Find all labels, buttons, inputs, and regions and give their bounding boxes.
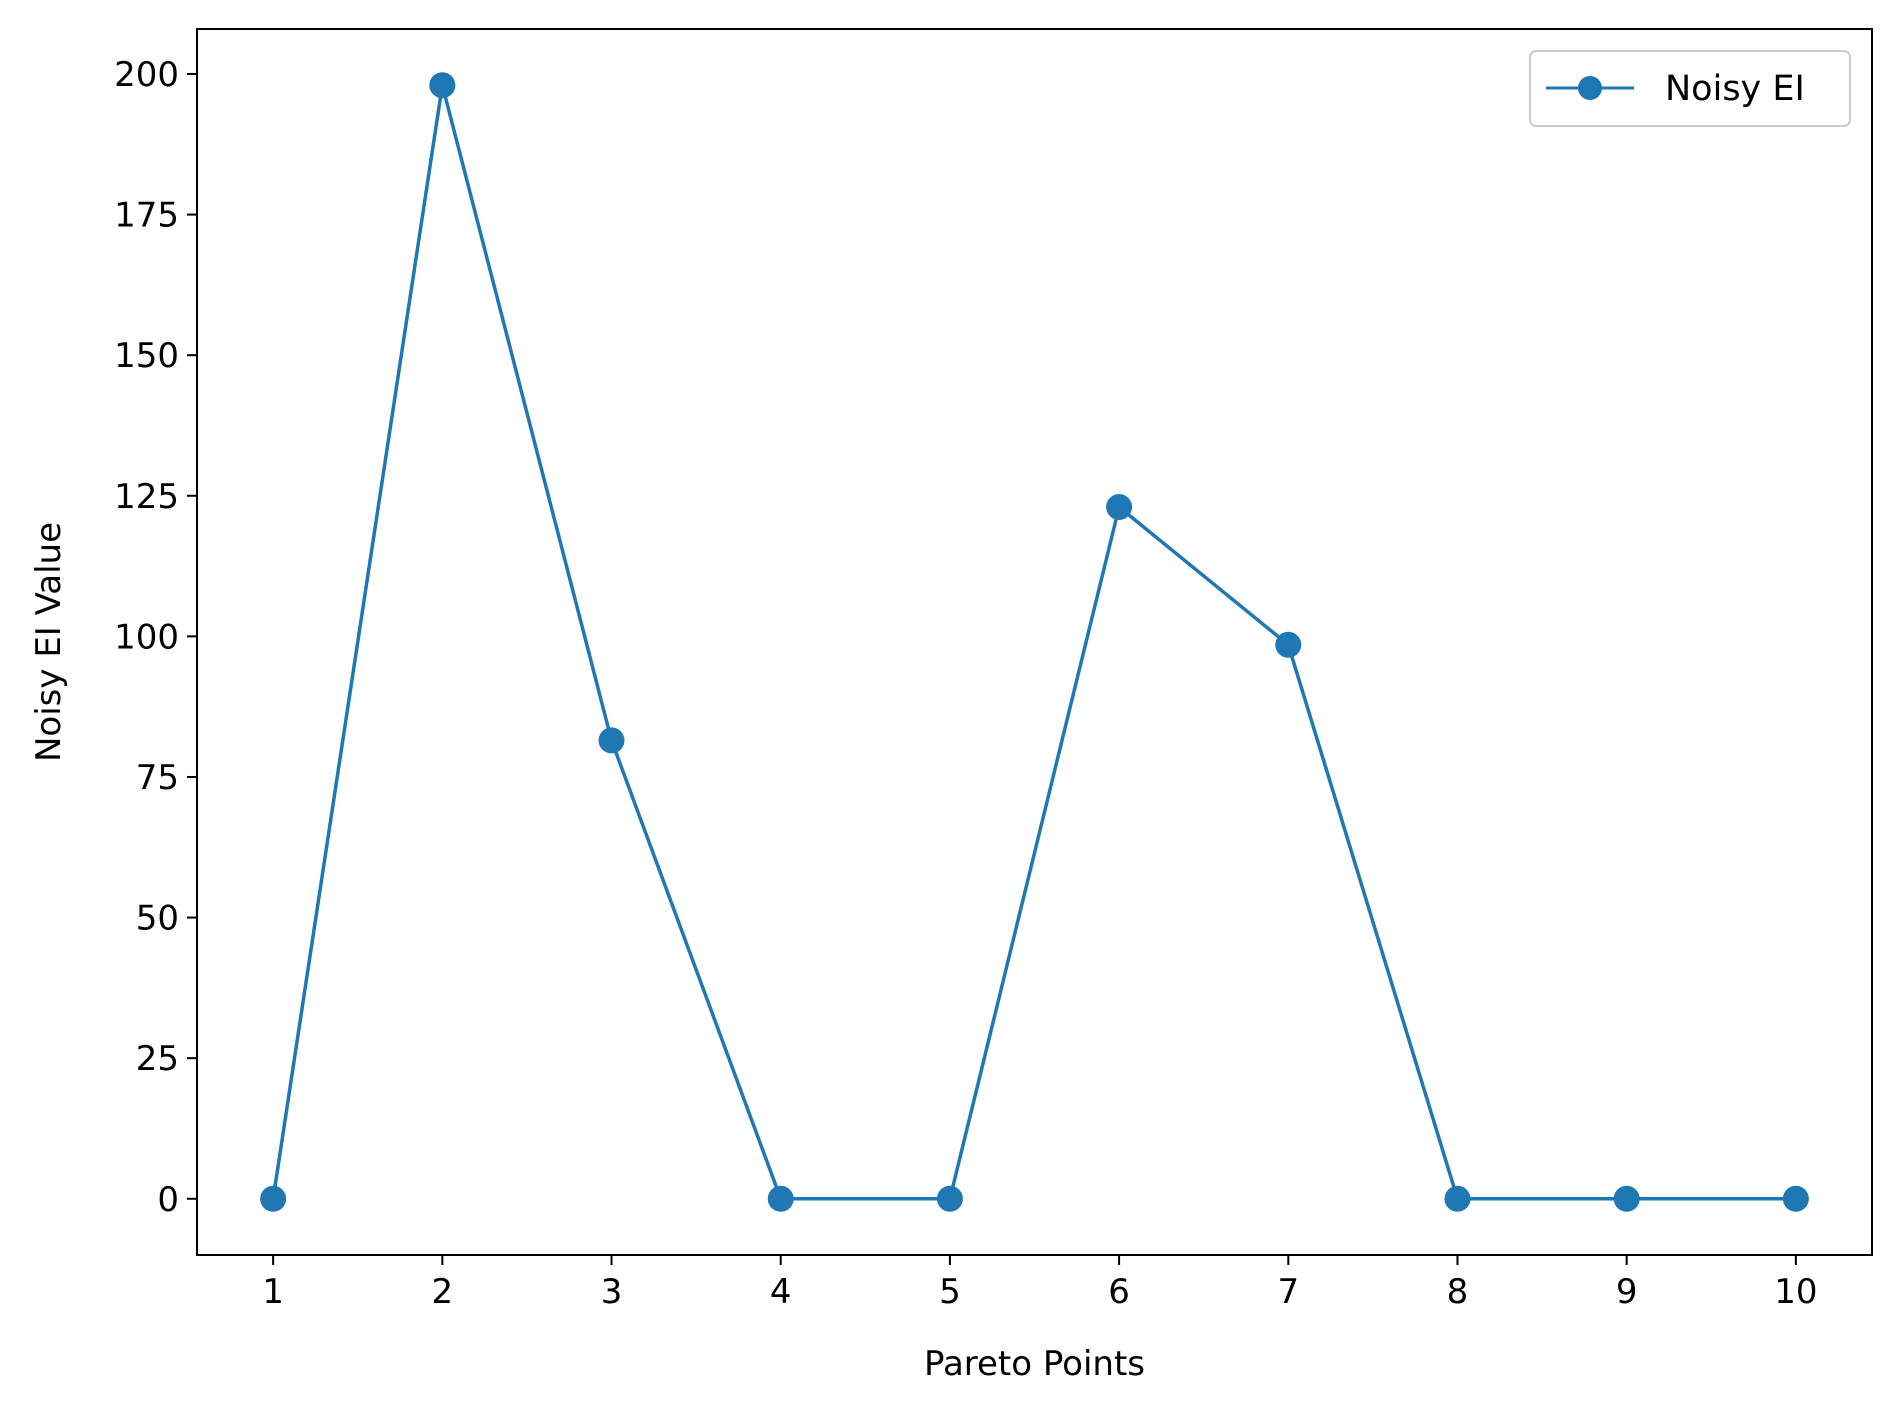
x-tick-label: 10 bbox=[1774, 1272, 1817, 1312]
x-tick-label: 6 bbox=[1108, 1272, 1130, 1312]
data-point bbox=[598, 727, 625, 754]
legend-marker-swatch bbox=[1578, 76, 1602, 100]
x-tick-label: 5 bbox=[939, 1272, 961, 1312]
data-point bbox=[1444, 1185, 1471, 1212]
y-tick-label: 125 bbox=[114, 477, 179, 517]
y-tick-label: 100 bbox=[114, 617, 179, 657]
y-tick-label: 200 bbox=[114, 55, 179, 95]
legend: Noisy EI bbox=[1529, 50, 1851, 127]
x-tick-label: 4 bbox=[770, 1272, 792, 1312]
data-point bbox=[767, 1185, 794, 1212]
x-axis-label: Pareto Points bbox=[924, 1344, 1145, 1384]
legend-entry-noisy-ei: Noisy EI bbox=[1665, 69, 1805, 109]
data-point bbox=[429, 72, 456, 99]
data-point bbox=[936, 1185, 963, 1212]
y-tick-label: 0 bbox=[157, 1180, 179, 1220]
x-tick-label: 9 bbox=[1616, 1272, 1638, 1312]
data-point bbox=[260, 1185, 287, 1212]
y-axis-label: Noisy EI Value bbox=[29, 522, 69, 762]
y-tick-label: 25 bbox=[136, 1039, 179, 1079]
y-tick-label: 175 bbox=[114, 196, 179, 236]
y-axis: 0 25 50 75 100 125 150 175 200 bbox=[114, 55, 197, 1220]
plot-area bbox=[196, 28, 1873, 1256]
series-line bbox=[271, 83, 1796, 1201]
series-layer bbox=[260, 72, 1809, 1212]
y-tick-label: 75 bbox=[136, 758, 179, 798]
data-point bbox=[1275, 631, 1302, 658]
data-point bbox=[1106, 494, 1133, 521]
x-axis: 1 2 3 4 5 6 7 8 9 10 bbox=[262, 1255, 1817, 1312]
x-tick-label: 8 bbox=[1447, 1272, 1469, 1312]
x-tick-label: 3 bbox=[601, 1272, 623, 1312]
legend-box bbox=[1529, 50, 1851, 127]
x-tick-label: 2 bbox=[432, 1272, 454, 1312]
x-tick-label: 7 bbox=[1277, 1272, 1299, 1312]
data-point bbox=[1782, 1185, 1809, 1212]
data-point bbox=[1613, 1185, 1640, 1212]
y-tick-label: 50 bbox=[136, 899, 179, 939]
x-tick-label: 1 bbox=[262, 1272, 284, 1312]
y-tick-label: 150 bbox=[114, 336, 179, 376]
